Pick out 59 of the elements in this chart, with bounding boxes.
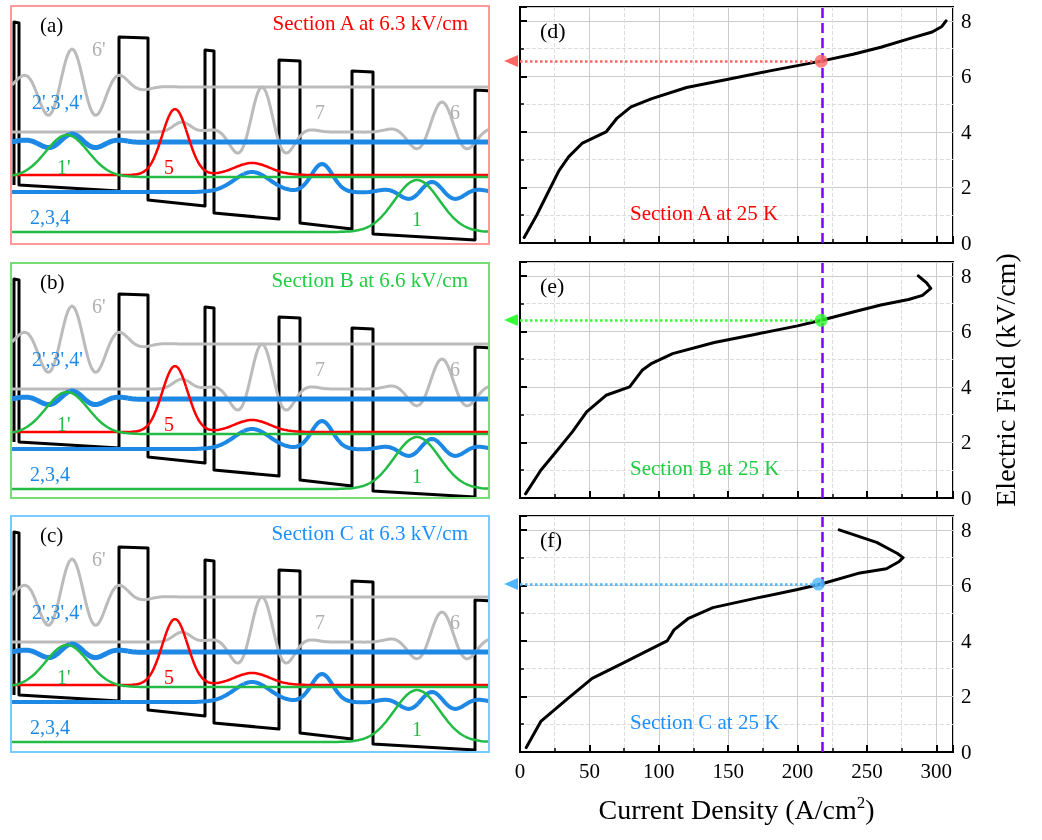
y-tick-label: 0 xyxy=(961,231,972,255)
y-tick-label: 2 xyxy=(961,430,972,455)
text: 2,3,4 xyxy=(30,716,70,738)
y-tick-label: 4 xyxy=(961,374,972,399)
text: Section A at 6.3 kV/cm xyxy=(272,11,468,35)
text: 2,3,4 xyxy=(30,463,70,485)
x-tick-label: 250 xyxy=(851,758,883,783)
x-tick-label: 50 xyxy=(578,758,600,783)
y-axis-title: Electric Field (kV/cm) xyxy=(989,253,1021,507)
text: (c) xyxy=(40,523,64,547)
text: (a) xyxy=(40,13,64,37)
x-tick-label: 0 xyxy=(514,758,526,783)
text: Section B at 6.6 kV/cm xyxy=(271,268,468,292)
y-tick-label: 0 xyxy=(961,486,972,510)
y-tick-label: 2 xyxy=(961,684,972,709)
text: 7 xyxy=(315,611,325,633)
annotation: (e) xyxy=(540,272,565,298)
text: 1 xyxy=(412,465,422,487)
text: 1' xyxy=(57,666,71,688)
text: 7 xyxy=(315,101,325,123)
text: 7 xyxy=(315,358,325,380)
y-tick-label: 8 xyxy=(961,517,972,542)
text: 1 xyxy=(412,718,422,740)
annotation: (f) xyxy=(540,526,562,552)
y-tick-label: 6 xyxy=(961,319,972,344)
text: 1' xyxy=(57,413,71,435)
annotation: Section C at 25 K xyxy=(630,709,780,734)
y-tick-label: 0 xyxy=(961,740,972,764)
text: 6 xyxy=(450,358,460,380)
y-tick-label: 6 xyxy=(961,573,972,598)
text: 1' xyxy=(57,156,71,178)
text: Section C at 6.3 kV/cm xyxy=(271,521,468,545)
y-tick-label: 6 xyxy=(961,64,972,89)
text: 6' xyxy=(92,548,106,570)
y-tick-label: 4 xyxy=(961,628,972,653)
annotation: Section B at 25 K xyxy=(630,455,780,480)
text: 5 xyxy=(164,413,174,435)
annotation: Section A at 25 K xyxy=(630,200,779,225)
text: 2,3,4 xyxy=(30,206,70,228)
text: 5 xyxy=(164,666,174,688)
text: 2',3',4' xyxy=(32,601,83,623)
y-tick-label: 8 xyxy=(961,8,972,33)
x-tick-label: 300 xyxy=(920,758,953,783)
y-tick-label: 8 xyxy=(961,263,972,288)
text: 1 xyxy=(412,208,422,230)
text: 2',3',4' xyxy=(32,348,83,370)
y-tick-label: 2 xyxy=(961,175,972,200)
y-tick-label: 4 xyxy=(961,119,972,144)
x-tick-label: 200 xyxy=(781,758,814,783)
x-tick-label: 150 xyxy=(712,758,744,783)
text: 6' xyxy=(92,38,106,60)
text: 2',3',4' xyxy=(32,91,83,113)
text: 5 xyxy=(164,156,174,178)
annotation: (d) xyxy=(540,17,566,43)
text: 6' xyxy=(92,295,106,317)
text: 6 xyxy=(450,101,460,123)
text: (b) xyxy=(40,270,65,294)
text: 6 xyxy=(450,611,460,633)
x-tick-label: 100 xyxy=(643,758,675,783)
